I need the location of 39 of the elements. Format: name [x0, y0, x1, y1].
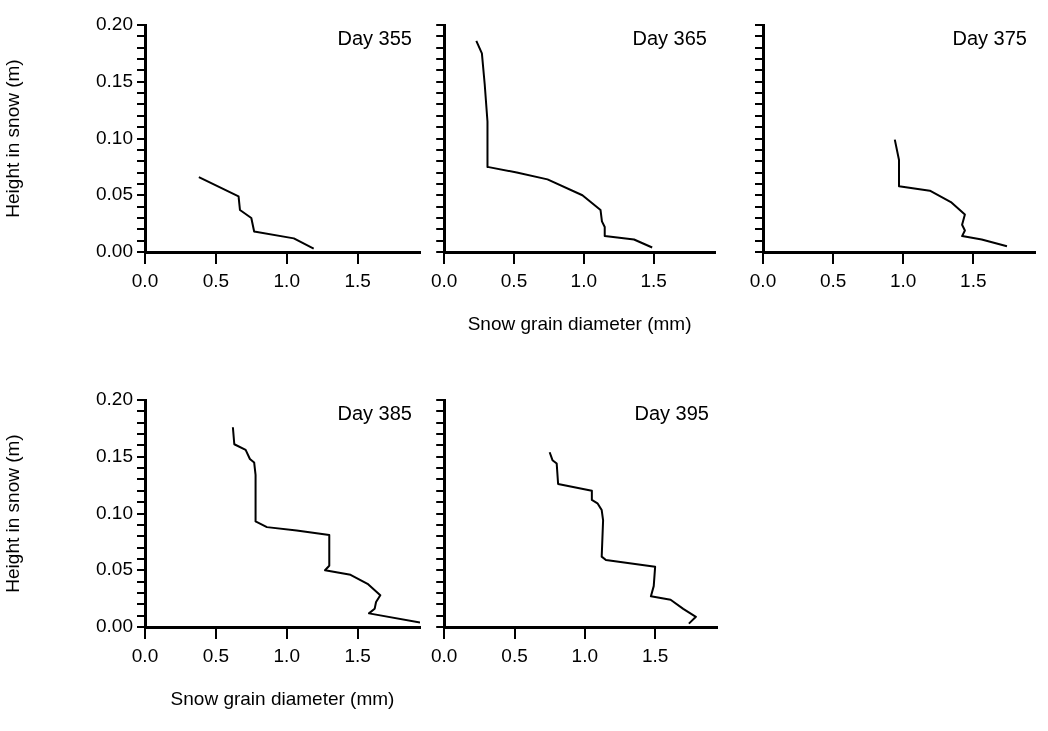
x-tick-label: 0.0: [131, 269, 159, 291]
y-tick-label: 0.15: [96, 69, 133, 91]
chart-title: Day 355: [337, 26, 412, 49]
x-tick-label: 1.5: [344, 269, 371, 291]
x-tick-label: 0.5: [202, 269, 230, 291]
chart-title: Day 365: [632, 26, 707, 49]
y-tick-label: 0.10: [96, 126, 133, 148]
y-tick-label: 0.20: [96, 388, 133, 410]
x-tick-label: 1.0: [273, 644, 300, 666]
x-tick-label: 1.0: [571, 644, 599, 666]
y-axis-title: Height in snow (m): [1, 434, 23, 593]
x-tick-label: 0.5: [819, 269, 847, 291]
x-tick-label: 0.5: [202, 644, 230, 666]
y-tick-label: 0.05: [96, 558, 133, 580]
x-tick-label: 1.5: [344, 644, 371, 666]
y-axis-title: Height in snow (m): [1, 59, 23, 218]
y-tick-label: 0.00: [96, 240, 133, 262]
x-tick-label: 0.5: [500, 269, 528, 291]
x-tick-label: 1.5: [960, 269, 987, 291]
y-tick-label: 0.00: [96, 615, 133, 637]
chart-title: Day 395: [634, 401, 709, 424]
x-tick-label: 1.5: [641, 644, 669, 666]
x-tick-label: 0.0: [131, 644, 159, 666]
x-axis-title: Snow grain diameter (mm): [467, 312, 692, 334]
y-tick-label: 0.05: [96, 183, 133, 205]
y-tick-label: 0.15: [96, 444, 133, 466]
x-tick-label: 0.0: [749, 269, 777, 291]
x-tick-label: 0.0: [431, 644, 458, 666]
x-axis-title: Snow grain diameter (mm): [170, 687, 395, 709]
x-tick-label: 0.0: [431, 269, 458, 291]
chart-title: Day 375: [952, 26, 1027, 49]
x-tick-label: 1.0: [273, 269, 300, 291]
y-tick-label: 0.10: [96, 501, 133, 523]
x-tick-label: 0.5: [501, 644, 528, 666]
y-tick-label: 0.20: [96, 13, 133, 35]
x-tick-label: 1.5: [640, 269, 667, 291]
chart-title: Day 385: [337, 401, 412, 424]
x-tick-label: 1.0: [890, 269, 917, 291]
x-tick-label: 1.0: [570, 269, 597, 291]
